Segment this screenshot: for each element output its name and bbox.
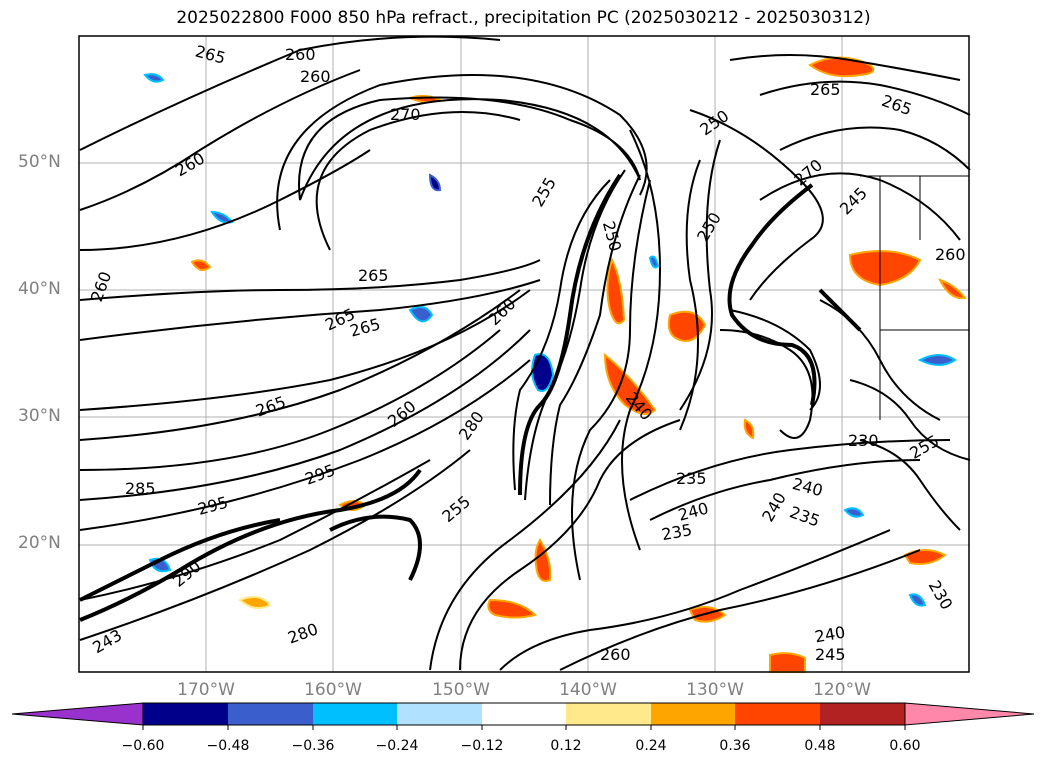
colorbar xyxy=(11,702,1035,730)
colorbar-tick-label: 0.12 xyxy=(550,738,582,754)
contour-label: 235 xyxy=(676,469,707,488)
contour-label: 260 xyxy=(935,245,966,264)
colorbar-segment xyxy=(482,703,566,725)
precip-negative-patch xyxy=(408,305,434,323)
map-title: 2025022800 F000 850 hPa refract., precip… xyxy=(176,8,871,28)
frontal-band xyxy=(79,173,862,622)
contour-label: 265 xyxy=(810,80,841,99)
lon-label-140w: 140°W xyxy=(559,680,617,700)
colorbar-tick-label: −0.60 xyxy=(121,738,165,754)
precip-patch xyxy=(938,278,967,300)
contour-label: 260 xyxy=(285,45,316,64)
colorbar-tick-label: 0.36 xyxy=(719,738,751,754)
contour-label: 270 xyxy=(390,105,421,124)
lon-label-130w: 130°W xyxy=(686,680,744,700)
colorbar-segment xyxy=(228,703,313,725)
colorbar-tick-label: −0.24 xyxy=(375,738,419,754)
colorbar-extend-low xyxy=(11,702,144,726)
colorbar-segment xyxy=(397,703,482,725)
colorbar-tick-label: 0.48 xyxy=(804,738,836,754)
precip-negative-patch xyxy=(917,354,957,366)
lon-label-170w: 170°W xyxy=(177,680,235,700)
precip-patch xyxy=(238,595,272,610)
colorbar-segment xyxy=(313,703,397,725)
contour-label: 260 xyxy=(300,67,331,86)
lon-label-160w: 160°W xyxy=(304,680,362,700)
plot-area: 265 260 265 260 260 270 255 250 265 265 … xyxy=(78,35,971,673)
precip-patches xyxy=(143,56,967,673)
contour-label: 260 xyxy=(600,645,631,664)
contour-label: 265 xyxy=(358,266,389,285)
contour-label: 285 xyxy=(125,479,156,498)
precip-patch xyxy=(743,418,755,440)
lon-label-150w: 150°W xyxy=(432,680,490,700)
colorbar-segment xyxy=(735,703,820,725)
precip-negative-patch xyxy=(908,593,927,607)
precip-patch xyxy=(603,352,657,415)
precip-negative-patch xyxy=(143,73,165,83)
precip-patch xyxy=(848,250,922,287)
precip-patch xyxy=(190,259,212,272)
colorbar-tick-label: 0.60 xyxy=(889,738,921,754)
precip-patch xyxy=(769,652,806,673)
colorbar-segment xyxy=(143,703,228,725)
coastlines xyxy=(860,175,969,420)
colorbar-segment xyxy=(820,703,905,725)
colorbar-tick-label: −0.36 xyxy=(291,738,335,754)
colorbar-extend-high xyxy=(904,702,1035,726)
precip-patch xyxy=(487,598,537,619)
colorbar-tick-label: 0.24 xyxy=(635,738,667,754)
lat-label-40n: 40°N xyxy=(18,279,61,299)
refractivity-contours xyxy=(79,35,971,671)
precip-patch xyxy=(534,538,552,582)
contour-label: 230 xyxy=(848,431,879,450)
lat-label-30n: 30°N xyxy=(18,406,61,426)
colorbar-tick-label: −0.12 xyxy=(460,738,504,754)
colorbar-segment xyxy=(651,703,735,725)
contour-label: 245 xyxy=(815,645,846,664)
colorbar-tick-label: −0.48 xyxy=(206,738,250,754)
colorbar-segment xyxy=(566,703,651,725)
precip-negative-patch xyxy=(428,173,442,192)
precip-negative-patch xyxy=(648,255,660,269)
lon-label-120w: 120°W xyxy=(813,680,871,700)
precip-patch xyxy=(606,257,626,325)
precip-negative-patch xyxy=(843,507,865,518)
lat-label-20n: 20°N xyxy=(18,533,61,553)
lat-label-50n: 50°N xyxy=(18,152,61,172)
